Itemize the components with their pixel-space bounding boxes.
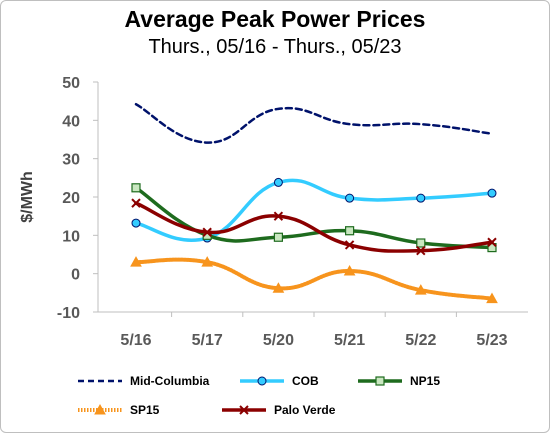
legend-item-palo-verde: Palo Verde: [222, 403, 336, 417]
palo-verde-series-line: [134, 201, 494, 253]
legend-label-sp15: SP15: [130, 403, 160, 417]
legend-item-np15: NP15: [358, 374, 440, 388]
cob-point: [345, 193, 355, 203]
x-tick-label: 5/21: [334, 332, 365, 349]
chart-title: Average Peak Power Prices: [124, 6, 426, 32]
palo-verde-point: [202, 227, 212, 237]
palo-verde-point: [344, 240, 355, 250]
cob-point: [273, 177, 283, 187]
palo-verde-point: [416, 245, 426, 256]
legend-item-sp15: SP15: [78, 403, 160, 417]
legend-label-mid-columbia: Mid-Columbia: [130, 374, 210, 388]
x-tick-label: 5/23: [476, 332, 507, 349]
sp15-point: [201, 256, 214, 267]
mid-columbia-series: [134, 102, 494, 144]
sp15-point: [486, 292, 498, 304]
np15-point: [416, 238, 426, 248]
legend-cob-point: [257, 376, 267, 386]
np15-point: [345, 226, 355, 236]
sp15-point: [130, 256, 142, 267]
legend-np15-point: [375, 376, 385, 386]
legend-item-mid-columbia: Mid-Columbia: [78, 374, 210, 388]
legend-item-cob: COB: [240, 374, 319, 388]
palo-verde-point: [131, 198, 141, 208]
sp15-point: [343, 264, 356, 276]
sp15-series: [130, 256, 498, 304]
y-axis-label: $/MWh: [19, 171, 36, 223]
y-tick-label: 0: [71, 267, 80, 284]
x-tick-label: 5/17: [192, 332, 223, 349]
legend-sp15-point: [94, 403, 106, 415]
y-tick-label: 10: [62, 228, 80, 245]
cob-series-line: [134, 178, 494, 242]
y-tick-label: 20: [62, 190, 80, 207]
palo-verde-point: [273, 211, 284, 221]
y-tick-label: 30: [62, 152, 80, 169]
x-tick-label: 5/16: [120, 332, 151, 349]
y-tick-label: -10: [57, 305, 80, 322]
sp15-point: [272, 282, 285, 293]
palo-verde-point: [487, 237, 497, 247]
y-tick-label: 40: [62, 113, 80, 130]
cob-point: [487, 188, 497, 198]
np15-point: [273, 232, 283, 242]
mid-columbia-series-line: [134, 102, 494, 144]
legend-palo-verde-point: [239, 405, 249, 415]
palo-verde-series: [131, 198, 497, 256]
np15-point: [131, 183, 141, 193]
chart-subtitle: Thurs., 05/16 - Thurs., 05/23: [148, 36, 402, 58]
x-tick-label: 5/20: [263, 332, 294, 349]
legend-label-np15: NP15: [410, 374, 440, 388]
x-tick-label: 5/22: [405, 332, 436, 349]
sp15-point: [414, 284, 427, 295]
y-tick-label: 50: [62, 75, 80, 92]
sp15-series-line: [134, 257, 494, 301]
cob-point: [131, 218, 141, 228]
legend-label-cob: COB: [292, 374, 319, 388]
legend-label-palo-verde: Palo Verde: [274, 403, 336, 417]
cob-point: [416, 193, 426, 203]
